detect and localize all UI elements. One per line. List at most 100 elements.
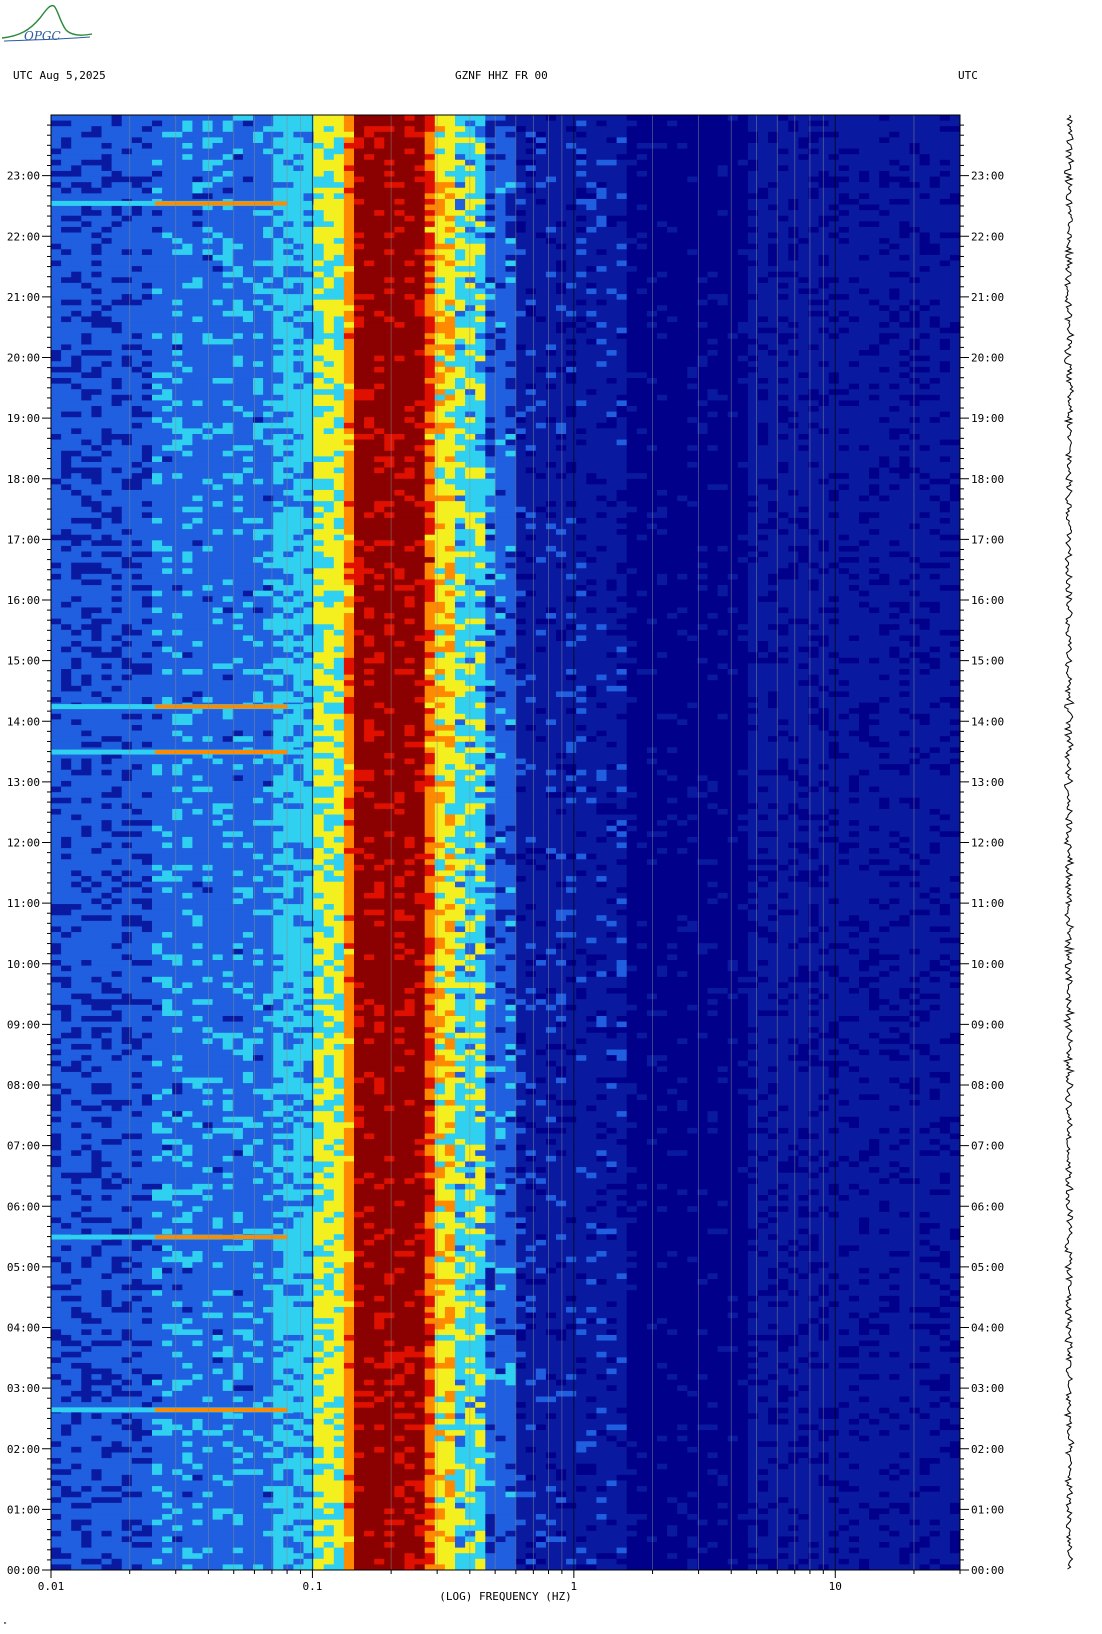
spectrogram-cell xyxy=(434,137,446,144)
spectrogram-cell xyxy=(141,277,153,284)
spectrogram-cell xyxy=(717,266,729,273)
spectrogram-cell xyxy=(919,232,931,239)
spectrogram-cell xyxy=(798,394,809,401)
spectrogram-cell xyxy=(182,294,193,301)
spectrogram-cell xyxy=(505,266,516,273)
spectrogram-cell xyxy=(566,277,577,284)
spectrogram-cell xyxy=(606,210,617,217)
spectrogram-cell xyxy=(636,131,648,138)
spectrogram-cell xyxy=(131,294,143,301)
spectrogram-cell xyxy=(596,120,607,127)
spectrogram-cell xyxy=(71,422,82,429)
spectrogram-cell xyxy=(293,378,304,385)
spectrogram-cell xyxy=(828,115,840,121)
spectrogram-cell xyxy=(626,350,638,357)
spectrogram-cell xyxy=(111,182,123,189)
spectrogram-cell xyxy=(384,170,395,177)
spectrogram-cell xyxy=(202,210,213,217)
spectrogram-cell xyxy=(838,154,850,161)
spectrogram-cell xyxy=(384,350,395,357)
spectrogram-cell xyxy=(525,243,537,250)
spectrogram-cell xyxy=(121,322,133,329)
spectrogram-cell xyxy=(202,299,213,306)
spectrogram-cell xyxy=(949,170,961,177)
spectrogram-cell xyxy=(808,282,819,289)
spectrogram-cell xyxy=(515,305,527,312)
spectrogram-cell xyxy=(859,165,870,172)
spectrogram-cell xyxy=(606,165,617,172)
spectrogram-cell xyxy=(323,350,335,357)
spectrogram-cell xyxy=(303,266,314,273)
spectrogram-cell xyxy=(141,271,153,278)
spectrogram-cell xyxy=(778,154,789,161)
spectrogram-cell xyxy=(313,378,325,385)
spectrogram-cell xyxy=(192,182,203,189)
spectrogram-cell xyxy=(343,115,355,121)
spectrogram-cell xyxy=(919,159,931,166)
spectrogram-cell xyxy=(434,378,446,385)
spectrogram-cell xyxy=(556,277,567,284)
spectrogram-cell xyxy=(596,142,607,149)
spectrogram-cell xyxy=(263,288,274,295)
spectrogram-cell xyxy=(374,148,385,155)
spectrogram-cell xyxy=(626,411,638,418)
spectrogram-cell xyxy=(657,400,668,407)
spectrogram-cell xyxy=(566,221,577,228)
spectrogram-cell xyxy=(253,294,264,301)
spectrogram-cell xyxy=(121,282,133,289)
spectrogram-cell xyxy=(616,198,628,205)
spectrogram-cell xyxy=(899,137,910,144)
spectrogram-cell xyxy=(374,422,385,429)
spectrogram-cell xyxy=(313,254,325,261)
spectrogram-cell xyxy=(697,338,708,345)
spectrogram-cell xyxy=(586,378,597,385)
spectrogram-cell xyxy=(515,394,527,401)
spectrogram-cell xyxy=(939,417,951,424)
spectrogram-cell xyxy=(293,394,304,401)
spectrogram-cell xyxy=(364,176,375,183)
spectrogram-cell xyxy=(81,372,92,379)
spectrogram-cell xyxy=(606,333,617,340)
spectrogram-cell xyxy=(222,266,234,273)
spectrogram-cell xyxy=(111,232,123,239)
spectrogram-cell xyxy=(636,327,648,334)
spectrogram-cell xyxy=(657,148,668,155)
spectrogram-cell xyxy=(81,226,92,233)
spectrogram-cell xyxy=(838,221,850,228)
spectrogram-cell xyxy=(374,299,385,306)
spectrogram-cell xyxy=(727,142,739,149)
spectrogram-cell xyxy=(444,344,456,351)
spectrogram-cell xyxy=(465,422,476,429)
spectrogram-cell xyxy=(81,131,92,138)
spectrogram-cell xyxy=(919,131,931,138)
spectrogram-cell xyxy=(152,400,163,407)
spectrogram-cell xyxy=(596,394,607,401)
spectrogram-cell xyxy=(909,120,920,127)
spectrogram-cell xyxy=(131,422,143,429)
spectrogram-cell xyxy=(535,372,547,379)
spectrogram-cell xyxy=(505,417,516,424)
spectrogram-cell xyxy=(788,226,799,233)
spectrogram-cell xyxy=(303,417,314,424)
spectrogram-cell xyxy=(687,400,698,407)
spectrogram-cell xyxy=(152,142,163,149)
spectrogram-cell xyxy=(808,154,819,161)
spectrogram-cell xyxy=(525,327,537,334)
spectrogram-cell xyxy=(818,182,830,189)
spectrogram-cell xyxy=(485,411,496,418)
spectrogram-cell xyxy=(404,394,415,401)
spectrogram-cell xyxy=(677,232,688,239)
spectrogram-cell xyxy=(152,378,163,385)
spectrogram-cell xyxy=(535,366,547,373)
spectrogram-cell xyxy=(838,417,850,424)
spectrogram-cell xyxy=(525,383,537,390)
spectrogram-cell xyxy=(71,277,82,284)
spectrogram-cell xyxy=(636,322,648,329)
spectrogram-cell xyxy=(212,406,224,412)
spectrogram-cell xyxy=(667,372,678,379)
spectrogram-cell xyxy=(788,322,799,329)
spectrogram-cell xyxy=(677,238,688,245)
spectrogram-cell xyxy=(798,148,809,155)
spectrogram-cell xyxy=(677,170,688,177)
spectrogram-cell xyxy=(727,277,739,284)
